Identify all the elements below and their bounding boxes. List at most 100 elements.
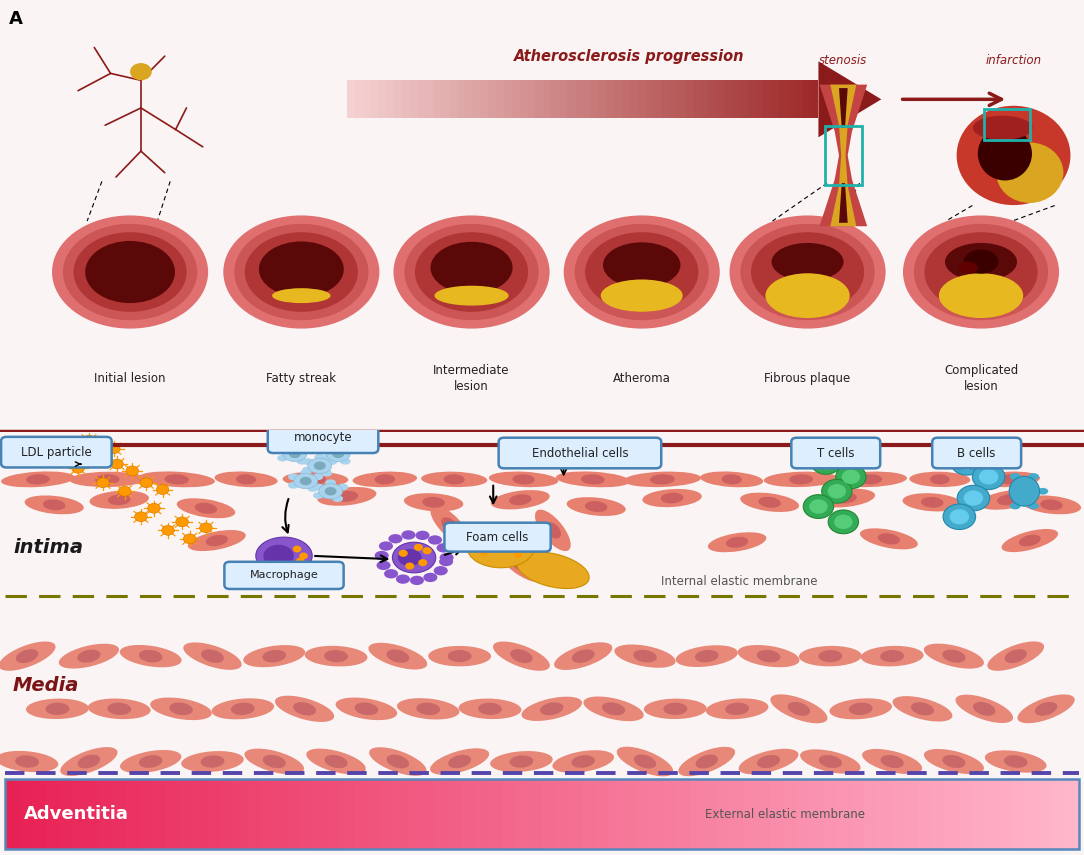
Ellipse shape xyxy=(430,748,489,775)
Polygon shape xyxy=(504,80,512,118)
Ellipse shape xyxy=(416,703,440,715)
Ellipse shape xyxy=(878,534,900,545)
Ellipse shape xyxy=(428,535,442,545)
Ellipse shape xyxy=(299,477,312,486)
Ellipse shape xyxy=(0,641,55,671)
Ellipse shape xyxy=(513,475,534,485)
Polygon shape xyxy=(575,80,583,118)
Ellipse shape xyxy=(911,702,934,716)
Ellipse shape xyxy=(751,233,864,312)
Bar xyxy=(300,780,314,849)
Bar xyxy=(918,780,931,849)
Text: Atherosclerosis progression: Atherosclerosis progression xyxy=(514,49,744,63)
Ellipse shape xyxy=(278,446,288,453)
Bar xyxy=(744,780,757,849)
Ellipse shape xyxy=(245,749,304,775)
Text: monocyte: monocyte xyxy=(294,431,352,445)
Bar xyxy=(542,780,555,849)
Ellipse shape xyxy=(493,641,550,671)
Circle shape xyxy=(841,469,861,484)
Ellipse shape xyxy=(979,490,1037,510)
Bar xyxy=(422,780,435,849)
Polygon shape xyxy=(386,80,395,118)
Ellipse shape xyxy=(567,497,625,516)
FancyBboxPatch shape xyxy=(224,562,344,589)
Ellipse shape xyxy=(262,650,286,663)
Ellipse shape xyxy=(95,475,119,485)
Bar xyxy=(864,780,877,849)
Ellipse shape xyxy=(583,697,644,721)
Circle shape xyxy=(480,549,489,556)
Ellipse shape xyxy=(423,573,437,582)
Ellipse shape xyxy=(397,699,460,720)
Ellipse shape xyxy=(283,472,348,487)
Ellipse shape xyxy=(308,485,319,492)
FancyBboxPatch shape xyxy=(268,422,378,453)
Ellipse shape xyxy=(434,566,448,575)
Bar xyxy=(662,780,676,849)
Ellipse shape xyxy=(571,755,595,768)
Ellipse shape xyxy=(324,755,348,768)
Ellipse shape xyxy=(375,551,389,560)
Ellipse shape xyxy=(757,650,780,663)
Ellipse shape xyxy=(1005,649,1027,663)
Polygon shape xyxy=(362,80,371,118)
Ellipse shape xyxy=(302,467,313,474)
Polygon shape xyxy=(441,80,449,118)
Circle shape xyxy=(130,63,152,80)
Ellipse shape xyxy=(903,493,962,511)
Bar xyxy=(46,780,60,849)
Text: Fatty streak: Fatty streak xyxy=(267,372,336,385)
Text: infarction: infarction xyxy=(985,54,1042,67)
Ellipse shape xyxy=(336,698,397,720)
Ellipse shape xyxy=(924,749,984,774)
Bar xyxy=(367,780,382,849)
Ellipse shape xyxy=(799,646,862,666)
FancyBboxPatch shape xyxy=(499,438,661,469)
Ellipse shape xyxy=(997,494,1019,505)
Ellipse shape xyxy=(283,446,307,462)
Circle shape xyxy=(964,491,983,505)
Ellipse shape xyxy=(139,471,215,487)
Ellipse shape xyxy=(939,274,1023,318)
Ellipse shape xyxy=(206,535,228,546)
Ellipse shape xyxy=(345,446,356,453)
Circle shape xyxy=(183,534,196,544)
Circle shape xyxy=(64,440,77,451)
Bar xyxy=(676,780,689,849)
Ellipse shape xyxy=(352,472,417,487)
Ellipse shape xyxy=(1041,499,1062,510)
Bar xyxy=(622,780,636,849)
Bar xyxy=(837,780,851,849)
Bar xyxy=(704,780,717,849)
Bar xyxy=(757,780,770,849)
Circle shape xyxy=(423,547,431,554)
Ellipse shape xyxy=(441,517,459,534)
Ellipse shape xyxy=(554,642,612,670)
Circle shape xyxy=(293,545,301,552)
Bar xyxy=(233,780,247,849)
Ellipse shape xyxy=(725,703,749,715)
Ellipse shape xyxy=(396,575,410,584)
Ellipse shape xyxy=(202,649,223,663)
Text: Foam cells: Foam cells xyxy=(466,531,529,544)
Ellipse shape xyxy=(26,475,50,485)
Ellipse shape xyxy=(25,495,83,514)
Polygon shape xyxy=(787,80,795,118)
Circle shape xyxy=(836,465,866,489)
Bar xyxy=(515,780,529,849)
Polygon shape xyxy=(425,80,434,118)
Bar xyxy=(475,780,488,849)
Bar xyxy=(382,780,395,849)
Ellipse shape xyxy=(572,649,594,663)
Ellipse shape xyxy=(485,540,502,555)
Ellipse shape xyxy=(312,474,323,481)
Text: intima: intima xyxy=(13,538,83,557)
Ellipse shape xyxy=(325,480,336,486)
Ellipse shape xyxy=(585,501,607,512)
Ellipse shape xyxy=(973,702,995,716)
Circle shape xyxy=(72,463,85,473)
Bar xyxy=(824,780,837,849)
Ellipse shape xyxy=(834,472,907,487)
Ellipse shape xyxy=(818,755,842,768)
